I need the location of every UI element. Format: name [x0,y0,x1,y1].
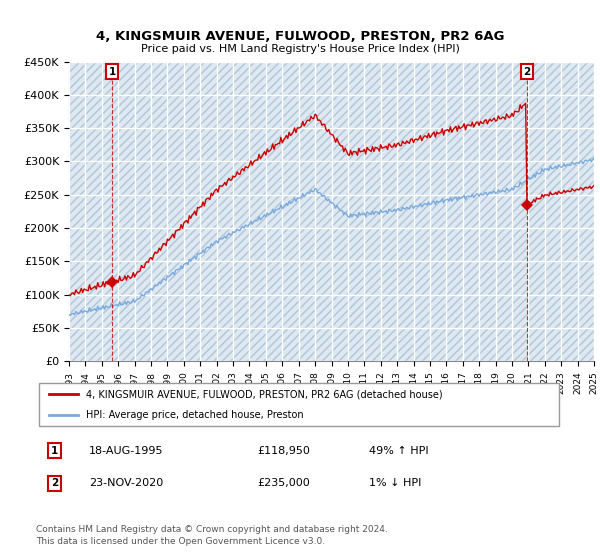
Text: 4, KINGSMUIR AVENUE, FULWOOD, PRESTON, PR2 6AG: 4, KINGSMUIR AVENUE, FULWOOD, PRESTON, P… [96,30,504,43]
Text: £235,000: £235,000 [258,478,311,488]
Text: 23-NOV-2020: 23-NOV-2020 [89,478,163,488]
Text: 2: 2 [51,478,58,488]
Text: 2: 2 [523,67,530,77]
Text: Contains HM Land Registry data © Crown copyright and database right 2024.
This d: Contains HM Land Registry data © Crown c… [36,525,388,546]
FancyBboxPatch shape [38,383,559,426]
Text: 49% ↑ HPI: 49% ↑ HPI [368,446,428,456]
Text: HPI: Average price, detached house, Preston: HPI: Average price, detached house, Pres… [86,410,304,420]
Text: Price paid vs. HM Land Registry's House Price Index (HPI): Price paid vs. HM Land Registry's House … [140,44,460,54]
Text: £118,950: £118,950 [258,446,311,456]
Text: 1: 1 [109,67,116,77]
Text: 1: 1 [51,446,58,456]
Text: 4, KINGSMUIR AVENUE, FULWOOD, PRESTON, PR2 6AG (detached house): 4, KINGSMUIR AVENUE, FULWOOD, PRESTON, P… [86,389,443,399]
Text: 18-AUG-1995: 18-AUG-1995 [89,446,163,456]
Text: 1% ↓ HPI: 1% ↓ HPI [368,478,421,488]
